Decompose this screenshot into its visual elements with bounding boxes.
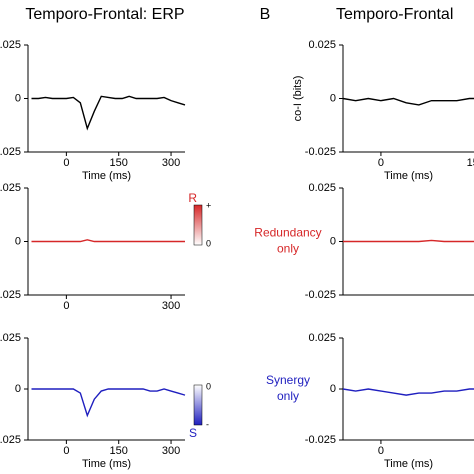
- line: [342, 388, 474, 396]
- y-tick-label: 0.025: [308, 182, 336, 194]
- x-tick-label: 0: [63, 300, 69, 312]
- x-tick-label: 150: [110, 445, 128, 457]
- x-axis-label: Time (ms): [384, 458, 433, 470]
- x-tick-label: 0: [63, 157, 69, 169]
- colorbar-label: R: [188, 191, 197, 205]
- y-tick-label: 0.025: [308, 332, 336, 344]
- y-tick-label: -0.025: [305, 434, 336, 446]
- y-tick-label: -0.025: [305, 146, 336, 158]
- y-tick-label: 0: [15, 383, 21, 395]
- y-tick-label: -0.025: [0, 434, 21, 446]
- side-label: Synergy: [266, 373, 310, 387]
- y-tick-label: -0.025: [305, 289, 336, 301]
- y-tick-label: 0.025: [0, 39, 21, 51]
- colorbar-tick: -: [206, 419, 209, 429]
- colorbar-tick: 0: [206, 238, 211, 248]
- x-tick-label: 150: [110, 157, 128, 169]
- y-tick-label: 0: [330, 383, 336, 395]
- x-tick-label: 300: [162, 445, 180, 457]
- y-tick-label: -0.025: [0, 146, 21, 158]
- colorbar-tick: 0: [206, 381, 211, 391]
- colorbar: [193, 384, 203, 426]
- y-axis-label: co-I (bits): [292, 76, 304, 122]
- x-tick-label: 0: [63, 445, 69, 457]
- x-axis-label: Time (ms): [384, 170, 433, 182]
- x-tick-label: 300: [162, 300, 180, 312]
- title: Temporo-Frontal: [336, 6, 453, 23]
- line: [31, 95, 186, 131]
- side-label: Redundancy: [254, 226, 321, 240]
- side-label: only: [277, 242, 299, 256]
- y-tick-label: 0.025: [0, 332, 21, 344]
- side-label: only: [277, 389, 299, 403]
- y-tick-label: 0.025: [0, 182, 21, 194]
- y-tick-label: 0.025: [308, 39, 336, 51]
- y-tick-label: 0: [15, 92, 21, 104]
- title: Temporo-Frontal: ERP: [25, 6, 184, 23]
- y-tick-label: 0: [330, 92, 336, 104]
- y-tick-label: -0.025: [0, 289, 21, 301]
- x-tick-label: 300: [162, 157, 180, 169]
- x-tick-label: 0: [378, 445, 384, 457]
- x-axis-label: Time (ms): [82, 458, 131, 470]
- colorbar-label: S: [189, 426, 197, 440]
- line: [342, 97, 474, 106]
- panel-label: B: [260, 6, 271, 23]
- line: [343, 239, 474, 243]
- colorbar: [193, 204, 203, 246]
- x-tick-label: 150: [467, 157, 474, 169]
- y-tick-label: 0: [15, 235, 21, 247]
- line: [31, 388, 186, 418]
- x-axis-label: Time (ms): [82, 170, 131, 182]
- colorbar-tick: +: [206, 200, 211, 210]
- x-tick-label: 0: [378, 157, 384, 169]
- line: [31, 239, 185, 243]
- y-tick-label: 0: [330, 235, 336, 247]
